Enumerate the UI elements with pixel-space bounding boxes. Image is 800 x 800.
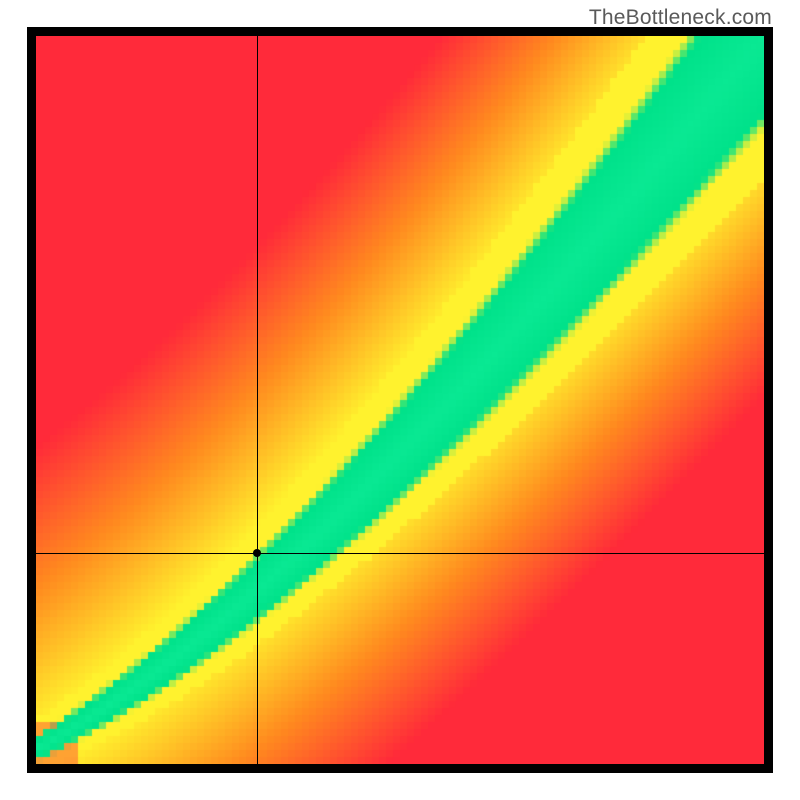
- crosshair-horizontal: [36, 553, 764, 554]
- bottleneck-heatmap: [36, 36, 764, 764]
- watermark-text: TheBottleneck.com: [589, 6, 772, 30]
- crosshair-marker: [253, 549, 261, 557]
- root: TheBottleneck.com: [0, 0, 800, 800]
- plot-area: [36, 36, 764, 764]
- crosshair-vertical: [257, 36, 258, 764]
